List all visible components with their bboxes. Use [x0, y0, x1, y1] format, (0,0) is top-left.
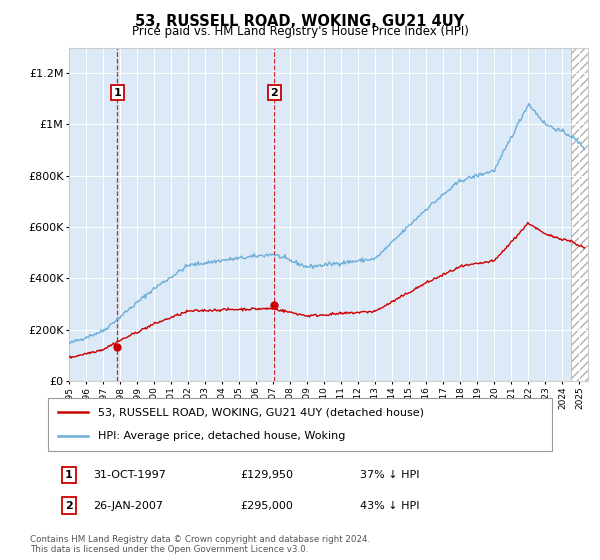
Text: 1: 1 [113, 87, 121, 97]
Text: 2: 2 [65, 501, 73, 511]
Text: 26-JAN-2007: 26-JAN-2007 [93, 501, 163, 511]
Text: £295,000: £295,000 [240, 501, 293, 511]
Text: 53, RUSSELL ROAD, WOKING, GU21 4UY: 53, RUSSELL ROAD, WOKING, GU21 4UY [136, 14, 464, 29]
Text: 37% ↓ HPI: 37% ↓ HPI [360, 470, 419, 480]
Text: 31-OCT-1997: 31-OCT-1997 [93, 470, 166, 480]
Text: Contains HM Land Registry data © Crown copyright and database right 2024.
This d: Contains HM Land Registry data © Crown c… [30, 535, 370, 554]
Text: 53, RUSSELL ROAD, WOKING, GU21 4UY (detached house): 53, RUSSELL ROAD, WOKING, GU21 4UY (deta… [98, 408, 424, 418]
Text: Price paid vs. HM Land Registry's House Price Index (HPI): Price paid vs. HM Land Registry's House … [131, 25, 469, 38]
Text: 2: 2 [271, 87, 278, 97]
Text: £129,950: £129,950 [240, 470, 293, 480]
FancyBboxPatch shape [48, 398, 552, 451]
Text: HPI: Average price, detached house, Woking: HPI: Average price, detached house, Woki… [98, 431, 346, 441]
Text: 1: 1 [65, 470, 73, 480]
Text: 43% ↓ HPI: 43% ↓ HPI [360, 501, 419, 511]
